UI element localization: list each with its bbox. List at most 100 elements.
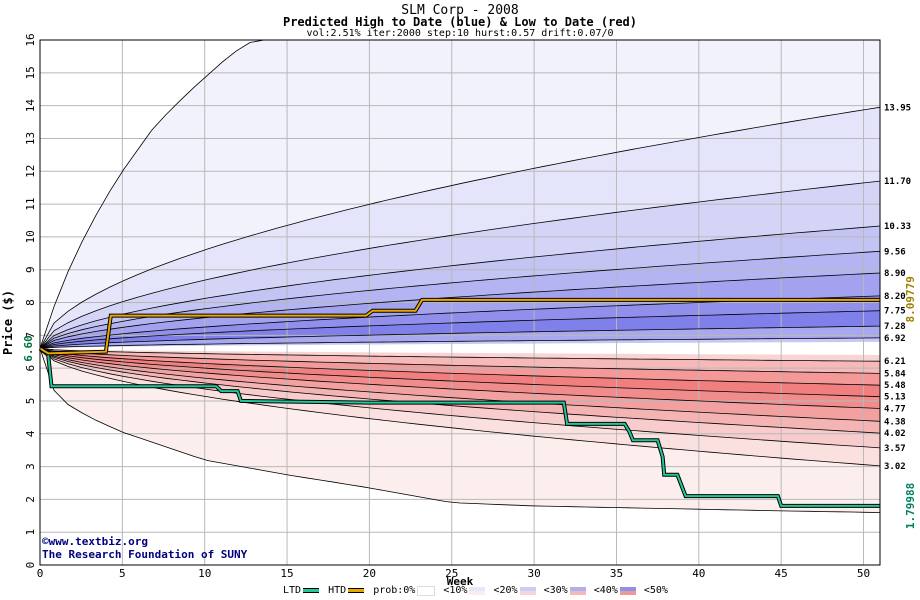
low-band-9 [40, 348, 880, 362]
legend-band-20-label: <20% [493, 585, 518, 596]
endpoint-label-4.77: 4.77 [884, 404, 906, 414]
endpoint-label-5.48: 5.48 [884, 381, 906, 391]
legend-htd-swatch [348, 588, 365, 593]
high-contour-10.33 [39, 225, 881, 349]
chart-legend: LTD HTD prob:0% <10% <20% <30% <40% <50% [283, 585, 668, 597]
axes [39, 39, 881, 566]
high-band-9 [40, 337, 880, 349]
high-band-1 [40, 107, 880, 349]
low-contour-6.21 [39, 348, 881, 362]
x-tick-label-35: 35 [610, 567, 623, 580]
legend-band-50-label: <50% [643, 585, 668, 596]
x-tick-label-20: 20 [363, 567, 376, 580]
x-tick-label-40: 40 [692, 567, 705, 580]
y-tick-label-3: 3 [24, 463, 37, 470]
y-tick-label-2: 2 [24, 496, 37, 503]
endpoint-label-8.20: 8.20 [884, 292, 906, 302]
legend-htd-label: HTD [328, 585, 347, 596]
low-band-1 [40, 348, 880, 466]
low-band-4 [40, 348, 880, 422]
chart-title: SLM Corp - 2008 [401, 3, 519, 18]
high-band-3 [40, 226, 880, 349]
ltd-end-label: 1.79988 [904, 483, 917, 529]
endpoint-label-7.75: 7.75 [884, 307, 906, 317]
y-tick-label-13: 13 [24, 132, 37, 145]
x-tick-label-0: 0 [37, 567, 44, 580]
legend-band-30-swatch [569, 586, 586, 595]
legend-band-30-label: <30% [543, 585, 568, 596]
low-band-2 [40, 348, 880, 448]
legend-band-10-label: <10% [443, 585, 468, 596]
x-tick-label-50: 50 [857, 567, 870, 580]
low-band-5 [40, 348, 880, 409]
high-contour-7.75 [39, 310, 881, 349]
legend-band-10-swatch [469, 586, 486, 595]
high-band-8 [40, 326, 880, 349]
y-tick-label-5: 5 [24, 398, 37, 405]
endpoint-label-13.95: 13.95 [884, 103, 911, 113]
x-tick-label-25: 25 [445, 567, 458, 580]
x-tick-label-10: 10 [198, 567, 211, 580]
y-tick-label-4: 4 [24, 430, 37, 437]
high-band-5 [40, 273, 880, 349]
endpoint-label-6.21: 6.21 [884, 357, 906, 367]
endpoint-label-3.57: 3.57 [884, 444, 906, 454]
y-tick-label-8: 8 [24, 299, 37, 306]
endpoint-label-5.13: 5.13 [884, 393, 906, 403]
chart-subtitle: Predicted High to Date (blue) & Low to D… [282, 15, 637, 29]
y-tick-label-12: 12 [24, 165, 37, 178]
y-tick-label-16: 16 [24, 33, 37, 46]
axis-labels: 0 5 10 15 20 25 30 35 40 45 5001234567891011121314… [1, 33, 917, 588]
y-tick-label-14: 14 [24, 99, 37, 113]
x-tick-label-15: 15 [280, 567, 293, 580]
legend-prob-label: prob:0% [373, 585, 416, 596]
ltd-line [39, 347, 880, 507]
low-contour-4.38 [39, 348, 881, 422]
simulation-params: vol:2.51% iter:2000 step:10 hurst:0.57 d… [306, 28, 614, 39]
high-contour-13.95 [39, 106, 881, 349]
endpoint-label-7.28: 7.28 [884, 322, 906, 332]
low-band-3 [40, 348, 880, 434]
legend-ltd-label: LTD [283, 585, 302, 596]
high-band-4 [40, 251, 880, 349]
x-tick-label-5: 5 [119, 567, 126, 580]
high-contour-9.56 [39, 250, 881, 349]
low-band-7 [40, 348, 880, 386]
htd-end-label: 8.09779 [904, 276, 917, 322]
htd-line [39, 298, 880, 355]
endpoint-label-11.70: 11.70 [884, 177, 911, 187]
y-tick-label-15: 15 [24, 66, 37, 79]
legend-band-40-swatch [619, 586, 636, 595]
low-band-6 [40, 348, 880, 397]
low-contour-4.77 [39, 348, 881, 409]
endpoint-label-9.56: 9.56 [884, 247, 906, 257]
y-tick-label-10: 10 [24, 230, 37, 243]
plot-frame [39, 39, 881, 566]
y-tick-label-6: 6 [24, 365, 37, 372]
outer-low-contour [39, 348, 881, 513]
x-tick-label-30: 30 [527, 567, 540, 580]
grid-lines [39, 39, 880, 566]
endpoint-label-8.90: 8.90 [884, 269, 906, 279]
high-contour-8.90 [39, 272, 881, 349]
credit-url: ©www.textbiz.org [42, 535, 148, 548]
endpoint-label-5.84: 5.84 [884, 369, 906, 379]
x-tick-label-45: 45 [775, 567, 788, 580]
y-tick-label-0: 0 [24, 562, 37, 569]
y-tick-label-11: 11 [24, 197, 37, 210]
high-band-6 [40, 295, 880, 349]
y-tick-label-9: 9 [24, 266, 37, 273]
high-band-0 [40, 40, 880, 349]
endpoint-label-6.92: 6.92 [884, 334, 906, 344]
start-price-label: 6.60 [22, 335, 35, 362]
low-contour-4.02 [39, 348, 881, 434]
credit-organization: The Research Foundation of SUNY [42, 548, 248, 561]
low-contour-5.84 [39, 348, 881, 374]
legend-ltd-swatch [303, 588, 320, 593]
low-contour-3.02 [39, 348, 881, 467]
x-axis-title: Week [447, 575, 474, 588]
series-lines [38, 297, 880, 508]
high-contour-7.28 [39, 325, 881, 349]
low-contour-5.48 [39, 348, 881, 386]
